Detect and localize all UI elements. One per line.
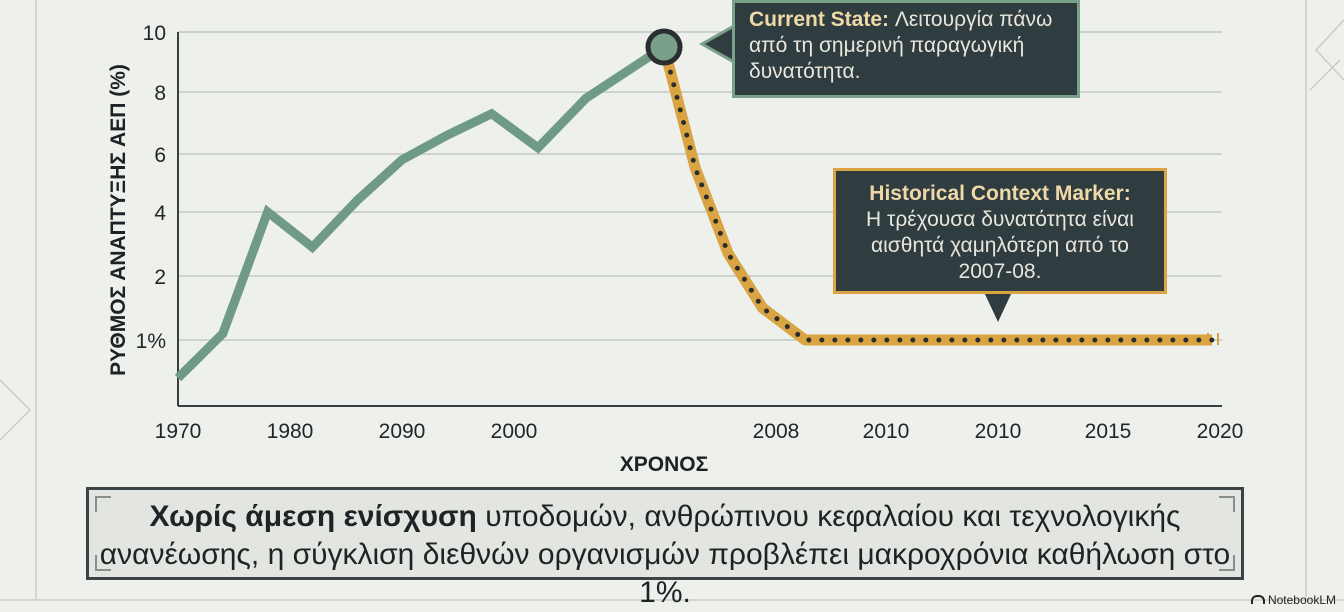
summary-lead: Χωρίς άμεση ενίσχυση [149, 500, 477, 533]
series-lines [174, 28, 1215, 382]
x-tick-label: 2020 [1197, 420, 1244, 443]
corner-mark [95, 555, 111, 571]
current-state-callout: Current State: Λειτουργία πάνω από τη ση… [732, 0, 1080, 98]
current-state-text: Λειτουργία πάνω από τη σημερινή παραγωγι… [749, 8, 1053, 83]
axes [177, 32, 1222, 407]
historical-context-title: Historical Context Marker: [869, 182, 1131, 205]
series-dots-projection [661, 44, 1215, 343]
x-tick-label: 1980 [267, 420, 314, 443]
summary-box: Χωρίς άμεση ενίσχυση υποδομών, ανθρώπινο… [86, 487, 1244, 609]
x-tick-label: 2015 [1085, 420, 1132, 443]
historical-context-callout: Historical Context Marker: Η τρέχουσα δυ… [833, 168, 1167, 294]
x-axis-title: ΧΡΟΝΟΣ [620, 453, 708, 476]
y-tick-label: 8 [154, 82, 166, 105]
x-tick-label: 1970 [155, 420, 202, 443]
y-tick-label: 10 [143, 22, 166, 45]
y-tick-label: 4 [154, 202, 166, 225]
x-tick-label: 2010 [975, 420, 1022, 443]
historical-marker-pointer [984, 292, 1012, 322]
y-tick-label: 1% [136, 330, 166, 353]
current-state-title: Current State: [749, 8, 890, 31]
x-tick-label: 2010 [863, 420, 910, 443]
watermark: NotebookLM [1250, 593, 1336, 607]
corner-mark [1219, 496, 1235, 512]
x-tick-labels: 1970 1980 2090 2000 2008 2010 2010 2015 2020 [155, 420, 1244, 443]
corner-mark [1219, 555, 1235, 571]
series-line-historical [174, 43, 667, 382]
y-tick-label: 2 [154, 266, 166, 289]
x-tick-label: 2008 [753, 420, 800, 443]
y-axis-title: ΡΥΘΜΟΣ ΑΝΑΠΤΥΞΗΣ ΑΕΠ (%) [107, 64, 130, 376]
historical-context-text: Η τρέχουσα δυνατότητα είναι αισθητά χαμη… [866, 208, 1134, 283]
notebooklm-logo-icon [1250, 595, 1265, 604]
corner-mark [95, 496, 111, 512]
watermark-text: NotebookLM [1267, 593, 1336, 607]
x-tick-label: 2090 [379, 420, 426, 443]
peak-point [645, 28, 683, 66]
y-tick-labels: 1% 2 4 6 8 10 [136, 22, 167, 353]
y-tick-label: 6 [154, 144, 166, 167]
x-tick-label: 2000 [491, 420, 538, 443]
summary-rest: υποδομών, ανθρώπινου κεφαλαίου και τεχνο… [99, 500, 1231, 609]
